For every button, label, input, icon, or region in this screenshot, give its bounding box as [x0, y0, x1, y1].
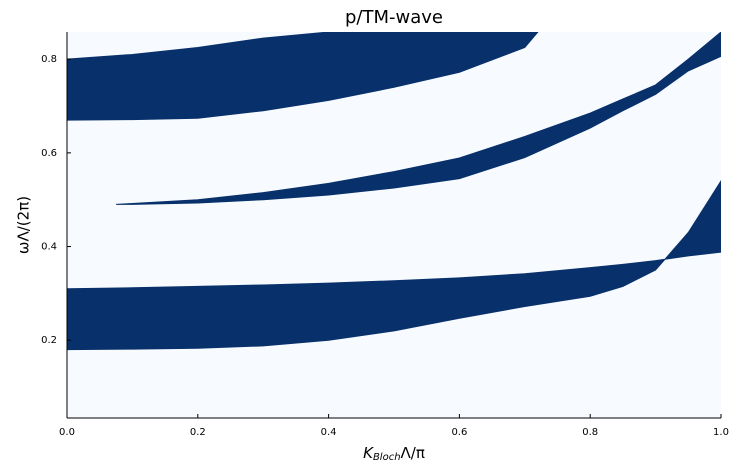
band	[67, 180, 721, 351]
x-tick-label: 0.8	[582, 427, 598, 438]
x-axis-label: KBlochΛ/π	[363, 444, 425, 464]
x-label-sub: Bloch	[373, 452, 401, 463]
x-label-rest: Λ/π	[401, 444, 425, 462]
y-tick-label: 0.8	[41, 54, 57, 65]
chart-title: p/TM-wave	[345, 7, 443, 28]
band	[116, 32, 721, 205]
y-tick-label: 0.2	[41, 335, 57, 346]
x-tick-label: 0.4	[321, 427, 337, 438]
y-tick-label: 0.4	[41, 242, 57, 253]
x-tick-label: 0.0	[59, 427, 75, 438]
y-tick-label: 0.6	[41, 148, 57, 159]
y-axis-label: ωΛ/(2π)	[15, 196, 33, 254]
x-tick-label: 1.0	[713, 427, 729, 438]
x-tick-label: 0.6	[451, 427, 467, 438]
bands	[67, 32, 721, 351]
band	[67, 32, 539, 121]
x-tick-label: 0.2	[190, 427, 206, 438]
x-label-main: K	[363, 444, 374, 462]
